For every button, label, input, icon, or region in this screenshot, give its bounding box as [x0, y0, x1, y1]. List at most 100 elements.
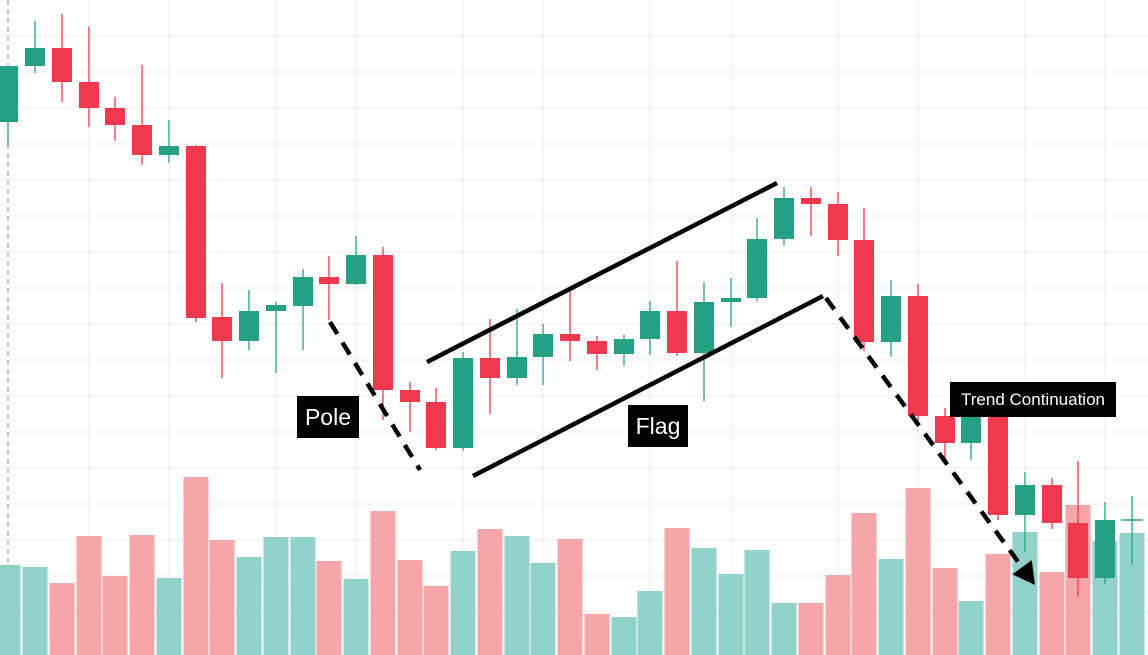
candle-body: [935, 416, 955, 443]
candle: [854, 208, 874, 351]
candle: [1121, 496, 1143, 565]
volume-bar: [1012, 532, 1038, 655]
candle-body: [560, 334, 580, 341]
flag-lower-line: [471, 293, 825, 479]
candle-body: [881, 296, 901, 342]
candle: [79, 27, 99, 127]
candle: [881, 280, 901, 357]
volume-bar: [664, 528, 690, 655]
volume-bars: [0, 477, 1145, 655]
candle: [614, 335, 634, 366]
volume-bar: [905, 488, 931, 655]
candle: [988, 408, 1008, 520]
candle-body: [159, 146, 179, 155]
volume-bar: [878, 559, 904, 655]
volume-bar: [691, 548, 717, 655]
volume-bar: [423, 586, 449, 655]
candle: [105, 97, 125, 141]
candle-body: [346, 255, 366, 284]
volume-bar: [0, 565, 21, 655]
candle-body: [212, 317, 232, 341]
candle: [25, 21, 45, 73]
volume-bar: [557, 539, 583, 655]
volume-bar: [209, 540, 235, 655]
candle-body: [52, 48, 72, 82]
candle: [1095, 502, 1115, 584]
volume-bar: [102, 576, 128, 655]
candle: [186, 145, 206, 322]
candle-body: [239, 311, 259, 341]
candle: [774, 187, 794, 246]
candle-body: [266, 305, 286, 311]
candle-body: [0, 66, 18, 122]
candles: [0, 14, 1143, 597]
volume-bar: [771, 603, 797, 655]
candle: [132, 65, 152, 165]
candle: [266, 302, 286, 373]
volume-bar: [744, 550, 770, 655]
candle: [640, 301, 660, 355]
volume-bar: [932, 568, 958, 655]
candle-body: [186, 146, 206, 318]
candle-body: [426, 402, 446, 448]
candle: [828, 192, 848, 256]
candle-body: [293, 277, 313, 306]
trend-continuation-label: Trend Continuation: [950, 382, 1116, 417]
volume-bar: [851, 513, 877, 655]
candle-body: [961, 417, 981, 443]
candle-body: [721, 298, 741, 302]
candle-body: [373, 255, 393, 390]
candle: [533, 324, 553, 385]
candle: [319, 256, 339, 320]
volume-bar: [370, 511, 396, 655]
candle-body: [747, 239, 767, 298]
candle-body: [400, 390, 420, 402]
flag-label: Flag: [628, 405, 688, 447]
volume-bar: [343, 579, 369, 655]
candle: [935, 408, 955, 460]
candle: [426, 388, 446, 450]
volume-bar: [985, 554, 1011, 655]
candle: [52, 14, 72, 102]
candle-body: [801, 198, 821, 204]
volume-bar: [477, 529, 503, 655]
candle: [480, 319, 500, 414]
candle: [1042, 478, 1062, 529]
candle: [667, 261, 687, 356]
volume-bar: [530, 563, 556, 655]
candle: [1015, 472, 1035, 552]
candle-body: [79, 82, 99, 108]
candle-body: [1095, 520, 1115, 578]
candle: [346, 236, 366, 285]
candle: [747, 218, 767, 301]
candle: [239, 290, 259, 350]
arrow-head-icon: [1012, 560, 1035, 585]
candle-body: [105, 108, 125, 125]
candle: [721, 278, 741, 327]
flag-upper-line: [425, 180, 779, 365]
candle-body: [587, 341, 607, 354]
candle: [587, 336, 607, 370]
candle-body: [828, 204, 848, 240]
candle-body: [319, 277, 339, 284]
candle-body: [988, 417, 1008, 515]
volume-bar: [504, 536, 530, 655]
candle: [694, 282, 714, 401]
candle-body: [614, 339, 634, 354]
volume-bar: [156, 578, 182, 655]
volume-bar: [718, 574, 744, 655]
candle: [159, 120, 179, 163]
candle: [453, 352, 473, 451]
candle: [400, 382, 420, 432]
candle: [373, 247, 393, 420]
volume-bar: [316, 561, 342, 655]
candle: [908, 284, 928, 425]
candle-body: [694, 302, 714, 353]
volume-bar: [798, 603, 824, 655]
candle-body: [854, 240, 874, 342]
volume-bar: [263, 537, 289, 655]
volume-bar: [958, 601, 984, 655]
volume-bar: [129, 535, 155, 655]
candle-body: [774, 198, 794, 239]
